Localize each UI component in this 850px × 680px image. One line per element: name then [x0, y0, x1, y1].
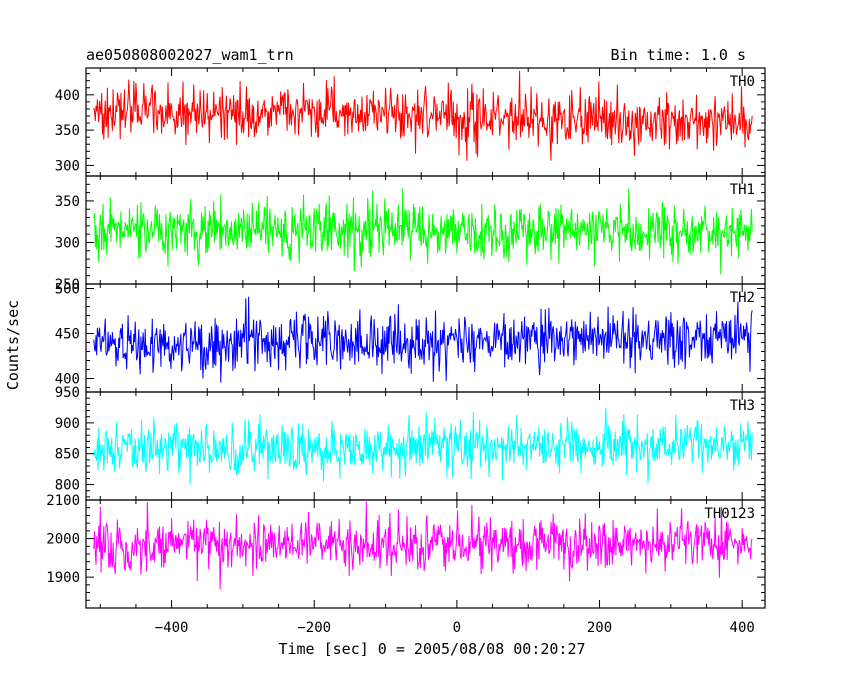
y-tick-label: 300 — [55, 235, 80, 251]
panel-name-label: TH1 — [730, 182, 755, 198]
chart-title-right: Bin time: 1.0 s — [611, 46, 746, 64]
x-axis-label: Time [sec] 0 = 2005/08/08 00:20:27 — [278, 640, 585, 658]
panel-name-label: TH2 — [730, 290, 755, 306]
panel-th0123: 1900 2000 2100 TH0123 — [46, 493, 766, 609]
y-tick-label: 300 — [55, 158, 80, 174]
y-tick-label: 350 — [55, 194, 80, 210]
y-tick-label: 350 — [55, 123, 80, 139]
series-th1-line — [93, 188, 753, 275]
chart-title-left: ae050808002027_wam1_trn — [86, 46, 294, 64]
y-tick-label: 950 — [55, 385, 80, 401]
y-tick-label: 1900 — [46, 570, 80, 586]
x-tick-label: −200 — [297, 620, 331, 636]
panel-th0: 300 350 400 TH0 — [55, 67, 766, 177]
panel-name-label: TH0 — [730, 74, 755, 90]
x-axis: −400 −200 0 200 400 — [155, 620, 755, 636]
y-tick-label: 250 — [55, 277, 80, 293]
y-tick-label: 400 — [55, 88, 80, 104]
y-tick-label: 2000 — [46, 532, 80, 548]
y-tick-label: 900 — [55, 416, 80, 432]
x-tick-label: −400 — [155, 620, 189, 636]
y-tick-label: 400 — [55, 372, 80, 388]
series-th2-line — [93, 296, 753, 383]
series-th0123-line — [93, 501, 753, 590]
x-tick-label: 200 — [587, 620, 612, 636]
panel-th1: 250 300 350 TH1 — [55, 175, 766, 293]
y-tick-label: 450 — [55, 327, 80, 343]
panel-name-label: TH0123 — [704, 506, 755, 522]
y-tick-label: 2100 — [46, 493, 80, 509]
series-th0-line — [93, 70, 753, 161]
panel-name-label: TH3 — [730, 398, 755, 414]
panels-group: 300350400TH0250300350TH1400450500TH28008… — [46, 67, 766, 609]
y-tick-label: 500 — [55, 282, 80, 298]
series-th3-line — [93, 408, 753, 485]
y-axis-label: Counts/sec — [4, 300, 22, 390]
x-tick-label: 0 — [453, 620, 461, 636]
y-tick-label: 850 — [55, 447, 80, 463]
x-tick-label: 400 — [730, 620, 755, 636]
y-tick-label: 800 — [55, 478, 80, 494]
panel-th3: 800 850 900 950 TH3 — [55, 385, 766, 501]
panel-th2: 400 450 500 TH2 — [55, 282, 766, 393]
